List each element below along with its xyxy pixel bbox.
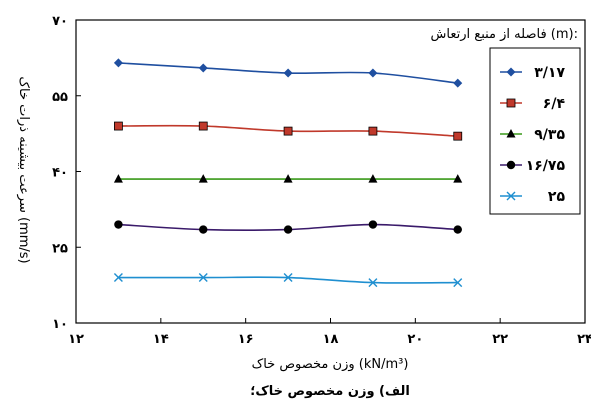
data-point	[453, 78, 463, 88]
data-point	[283, 273, 293, 283]
legend-marker	[506, 191, 516, 201]
legend-label: ۶/۴	[543, 96, 566, 112]
y-tick-label: ۲۵	[52, 241, 68, 256]
x-tick-label: ۱۸	[323, 332, 339, 347]
data-point	[368, 126, 378, 136]
legend-item: ۳/۱۷	[500, 65, 565, 81]
legend-item: ۶/۴	[500, 96, 565, 112]
data-point	[453, 278, 463, 288]
legend-marker	[506, 67, 516, 77]
legend-item: ۹/۳۵	[500, 127, 565, 143]
data-point	[198, 121, 208, 131]
y-tick-label: ۷۰	[52, 14, 68, 29]
legend-label: ۳/۱۷	[534, 65, 565, 81]
x-tick-label: ۱۶	[238, 332, 254, 347]
data-point	[368, 68, 378, 78]
data-point	[283, 126, 293, 136]
y-tick-label: ۴۰	[52, 166, 68, 181]
x-tick-label: ۱۲	[68, 332, 84, 347]
data-point	[283, 68, 293, 78]
legend-label: ۱۶/۷۵	[526, 158, 566, 174]
x-axis-title: وزن مخصوص خاک (kN/m³)	[252, 357, 409, 372]
series-layer	[113, 58, 463, 288]
x-tick-label: ۲۲	[492, 332, 508, 347]
legend-item: ۱۶/۷۵	[500, 158, 565, 174]
series-5	[113, 273, 463, 288]
data-point	[198, 273, 208, 283]
x-tick-label: ۱۴	[153, 332, 169, 347]
y-axis-title: سرعت بیشینه ذرات خاک (mm/s)	[16, 76, 31, 263]
x-tick-label: ۲۰	[407, 332, 423, 347]
data-point	[283, 225, 293, 234]
legend-marker	[506, 98, 516, 108]
data-point	[453, 225, 462, 234]
x-axis: ۱۲ ۱۴ ۱۶ ۱۸ ۲۰ ۲۲ ۲۴	[68, 318, 591, 347]
data-point	[283, 174, 293, 183]
legend-label: ۹/۳۵	[534, 127, 565, 143]
data-point	[453, 174, 463, 183]
data-point	[199, 225, 208, 234]
data-point	[198, 63, 208, 73]
legend-marker	[506, 160, 516, 170]
data-point	[114, 121, 123, 131]
series-4	[114, 220, 462, 234]
data-point	[113, 174, 123, 183]
data-point	[113, 58, 123, 68]
y-tick-label: ۱۰	[52, 317, 68, 332]
data-point	[453, 131, 463, 141]
series-1	[113, 58, 463, 88]
x-tick-label: ۲۴	[577, 332, 591, 347]
legend-box	[489, 47, 581, 215]
legend-item: ۲۵	[500, 189, 565, 205]
legend-marker	[506, 129, 516, 138]
data-point	[198, 174, 208, 183]
y-axis: ۱۰ ۲۵ ۴۰ ۵۵ ۷۰	[52, 14, 81, 332]
data-point	[368, 174, 378, 183]
legend: فاصله از منبع ارتعاش (m): ۳/۱۷ ۶/۴ ۹/۳۵ ۱۶/…	[431, 27, 581, 215]
data-point	[113, 273, 123, 283]
series-2	[114, 121, 463, 141]
series-3	[113, 174, 463, 183]
data-point	[368, 278, 378, 288]
data-point	[114, 220, 123, 229]
figure-caption: الف) وزن مخصوص خاک؛	[250, 384, 410, 399]
data-point	[368, 220, 378, 229]
y-tick-label: ۵۵	[52, 90, 68, 105]
legend-label: ۲۵	[548, 189, 566, 205]
legend-title: فاصله از منبع ارتعاش (m):	[431, 27, 578, 42]
